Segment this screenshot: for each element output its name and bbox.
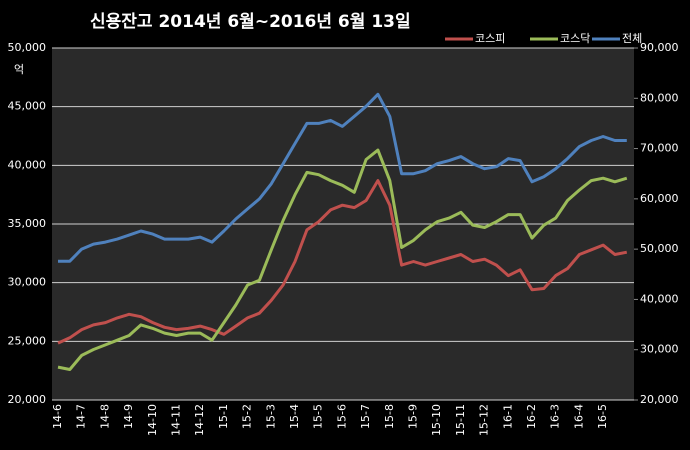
x-tick-label: 14-7 <box>75 404 88 429</box>
x-tick-label: 14-9 <box>122 404 135 429</box>
y-tick-label: 50,000 <box>8 41 47 54</box>
y-tick-label: 40,000 <box>8 158 47 171</box>
x-tick-label: 16-4 <box>572 404 585 429</box>
x-tick-label: 15-11 <box>454 404 467 436</box>
x-tick-label: 16-3 <box>549 404 562 429</box>
x-tick-label: 15-2 <box>241 404 254 429</box>
series-line <box>58 92 627 263</box>
y-tick-label: 20,000 <box>8 393 47 406</box>
x-tick-label: 16-5 <box>596 404 609 429</box>
y-tick-label: 35,000 <box>8 217 47 230</box>
legend-label: 코스피 <box>475 32 505 45</box>
chart-title: 신용잔고 2014년 6월~2016년 6월 13일 <box>90 12 411 32</box>
x-tick-label: 15-10 <box>430 404 443 436</box>
x-tick-label: 15-6 <box>335 404 348 429</box>
y2-tick-label: 30,000 <box>640 343 679 356</box>
series-line <box>57 179 628 345</box>
y-tick-label: 45,000 <box>8 100 47 113</box>
x-tick-label: 15-4 <box>288 404 301 429</box>
y2-tick-label: 60,000 <box>640 192 679 205</box>
y-axis-unit: 억 <box>14 63 24 76</box>
legend-label: 전체 <box>622 32 642 45</box>
x-tick-label: 15-5 <box>312 404 325 429</box>
x-tick-label: 14-11 <box>170 404 183 436</box>
x-tick-label: 15-12 <box>478 404 491 436</box>
x-tick-label: 16-1 <box>501 404 514 429</box>
x-tick-label: 14-6 <box>51 404 64 429</box>
x-tick-label: 15-1 <box>217 404 230 429</box>
x-tick-label: 15-7 <box>359 404 372 429</box>
x-tick-label: 15-3 <box>264 404 277 429</box>
y2-tick-label: 70,000 <box>640 142 679 155</box>
y2-tick-label: 40,000 <box>640 292 679 305</box>
x-tick-label: 14-8 <box>98 404 111 429</box>
x-tick-label: 14-10 <box>146 404 159 436</box>
x-tick-label: 16-2 <box>525 404 538 429</box>
y-tick-label: 25,000 <box>8 334 47 347</box>
y2-tick-label: 90,000 <box>640 41 679 54</box>
series-line <box>57 148 628 371</box>
y2-tick-label: 50,000 <box>640 242 679 255</box>
x-tick-label: 15-8 <box>383 404 396 429</box>
x-tick-label: 15-9 <box>407 404 420 429</box>
y-tick-label: 30,000 <box>8 276 47 289</box>
x-tick-label: 14-12 <box>193 404 206 436</box>
legend-label: 코스닥 <box>560 32 590 45</box>
y2-tick-label: 20,000 <box>640 393 679 406</box>
y2-tick-label: 80,000 <box>640 91 679 104</box>
